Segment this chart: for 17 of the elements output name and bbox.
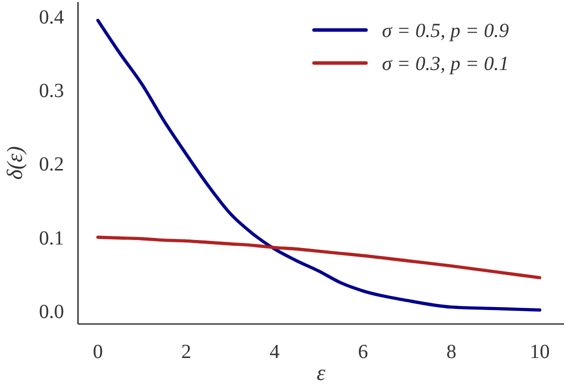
y-tick-label: 0.0 — [39, 300, 64, 323]
y-tick-label: 0.2 — [39, 154, 64, 176]
x-tick-label: 10 — [530, 341, 550, 363]
legend-label: σ = 0.3, p = 0.1 — [382, 53, 509, 75]
y-tick-label: 0.1 — [39, 227, 64, 250]
y-tick-label: 0.3 — [39, 80, 64, 102]
legend-label: σ = 0.5, p = 0.9 — [382, 20, 509, 42]
x-tick-label: 0 — [92, 341, 103, 363]
y-tick-label: 0.4 — [39, 6, 64, 29]
x-tick-label: 8 — [446, 341, 456, 363]
y-axis-title: δ(ε) — [2, 146, 27, 180]
line-series — [96, 236, 542, 280]
x-axis-title: ε — [316, 360, 326, 384]
line-series — [96, 18, 542, 312]
x-tick-label: 4 — [270, 341, 280, 363]
x-tick-label: 2 — [181, 341, 192, 363]
x-tick-label: 6 — [358, 341, 368, 363]
